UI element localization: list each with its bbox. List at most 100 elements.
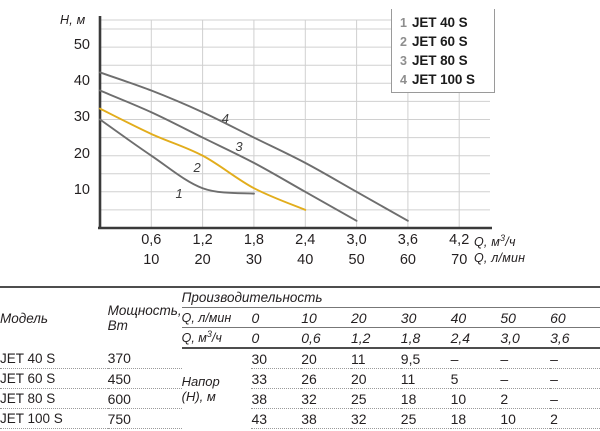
cell-head-value: 32 (301, 388, 351, 409)
legend-item-number: 4 (400, 73, 407, 87)
table-header-row-1: Модель Мощность, Вт Производительность (0, 286, 600, 348)
table-row[interactable]: JET 60 S 450 33 26 20 11 5– – (0, 368, 600, 389)
cell-power: 370 (107, 348, 182, 369)
cell-head-value: 26 (301, 368, 351, 389)
chart-curves (99, 71, 409, 222)
legend-item-number: 3 (400, 54, 407, 68)
specifications-table: Модель Мощность, Вт Производительность Q… (0, 286, 600, 429)
cell-head-value: 2 (550, 408, 600, 429)
cell-head-value: 10 (500, 408, 551, 429)
cell-head-value: – (500, 368, 551, 389)
x-axis-tick-label-secondary: 60 (399, 252, 416, 268)
x-axis-tick-label-primary: 2,4 (295, 232, 316, 248)
chart-plot-svg (98, 16, 492, 230)
table-header-row-3: Q, м3/ч 0 0,6 1,2 1,8 2,4 3,0 3,6 (0, 327, 600, 349)
y-axis-tick-label: 20 (73, 145, 90, 162)
x-axis-tick-label-secondary: 30 (245, 252, 262, 268)
header-performance: Производительность (181, 286, 600, 308)
curve-label-3: 3 (235, 138, 243, 154)
cell-power: 750 (107, 408, 182, 429)
header-q-m3h-value: 1,8 (400, 327, 451, 349)
table-row[interactable]: JET 100 S 750 43 38 32 25 18 10 2 (0, 408, 600, 429)
header-model: Модель (0, 286, 108, 348)
x-axis-tick-label-primary: 4,2 (449, 232, 470, 248)
cell-head-value: – (450, 348, 501, 369)
header-q-lmin-value: 30 (400, 307, 451, 328)
cell-power: 600 (107, 388, 182, 409)
header-power: Мощность, Вт (107, 286, 182, 348)
cell-head-value: 11 (351, 348, 401, 369)
cell-power: 450 (107, 368, 182, 389)
cell-head-value: 25 (351, 388, 401, 409)
x-axis-tick-label-secondary: 70 (451, 252, 468, 268)
cell-head-value: 38 (301, 408, 351, 429)
header-q-lmin-value: 10 (301, 307, 351, 328)
napor-line1: Напор (181, 373, 220, 389)
cell-model: JET 40 S (0, 348, 108, 369)
napor-line2: (H), м (181, 388, 216, 404)
cell-head-value: 18 (450, 408, 501, 429)
cell-head-value: – (550, 368, 600, 389)
header-q-m3h-value: 1,2 (351, 327, 401, 349)
cell-head-value: 2 (500, 388, 551, 409)
header-q-lmin: Q, л/мин (181, 307, 252, 328)
legend-item-number: 2 (400, 35, 407, 49)
legend-item-4[interactable]: 4 JET 100 S (400, 72, 494, 91)
y-axis-tick-label: 50 (73, 37, 90, 54)
x-axis-tick-label-primary: 1,2 (192, 232, 213, 248)
chart-axes (98, 16, 492, 230)
header-power-line1: Мощность, (107, 303, 182, 318)
header-q-lmin-value: 50 (500, 307, 551, 328)
cell-head-value: 5 (450, 368, 501, 389)
legend-item-label: JET 40 S (412, 15, 468, 30)
cell-head-value: 30 (251, 348, 302, 369)
curve-label-4: 4 (221, 111, 229, 127)
cell-head-value: – (550, 348, 600, 369)
header-q-m3h-value: 0,6 (301, 327, 351, 349)
cell-head-value: 10 (450, 388, 501, 409)
x-axis-title-primary: Q, м3/ч (474, 233, 516, 250)
cell-head-value: 18 (400, 388, 451, 409)
cell-model: JET 60 S (0, 368, 108, 389)
cell-model: JET 100 S (0, 408, 108, 429)
header-q-m3h-value: 2,4 (450, 327, 501, 349)
header-power-line2: Вт (107, 318, 128, 333)
table-row[interactable]: JET 40 S 370 Напор (H), м 30 20 11 9,5– – – (0, 348, 600, 404)
cell-head-value: 32 (351, 408, 401, 429)
legend-item-3[interactable]: 3 JET 80 S (400, 53, 494, 72)
header-q-lmin-value: 60 (550, 307, 600, 328)
legend-item-2[interactable]: 2 JET 60 S (400, 34, 494, 53)
cell-model: JET 80 S (0, 388, 108, 409)
cell-head-value: 9,5 (400, 348, 451, 369)
x-axis-tick-label-primary: 0,6 (141, 232, 162, 248)
legend-item-1[interactable]: 1 JET 40 S (400, 15, 494, 34)
x-axis-tick-label-secondary: 10 (143, 252, 160, 268)
cell-head-value: 20 (351, 368, 401, 389)
header-q-lmin-value: 40 (450, 307, 501, 328)
table-header-row-2: Q, л/мин 0 10 20 30 40 50 60 (0, 307, 600, 328)
header-q-m3h: Q, м3/ч (181, 327, 252, 349)
cell-head-value: 33 (251, 368, 302, 389)
specifications-table-region: Модель Мощность, Вт Производительность Q… (0, 286, 600, 431)
cell-napor-label: Напор (H), м (182, 348, 252, 429)
cell-head-value: 38 (251, 388, 302, 409)
chart-legend: 1 JET 40 S 2 JET 60 S 3 JET 80 S 4 JET 100 S (391, 9, 495, 93)
pump-performance-chart: H, м Q, м3/ч Q, л/мин 10 20 30 40 50 0,6 1,2 1… (60, 9, 525, 268)
y-axis-tick-label: 40 (73, 73, 90, 90)
curve-label-1: 1 (175, 185, 183, 201)
x-axis-tick-label-primary: 3,6 (397, 232, 418, 248)
table-row[interactable]: JET 80 S 600 38 32 25 18 10 2– (0, 388, 600, 409)
header-q-m3h-value: 0 (251, 327, 302, 349)
cell-head-value: 25 (400, 408, 451, 429)
cell-head-value: 43 (251, 408, 302, 429)
cell-head-value: – (550, 388, 600, 409)
y-axis-tick-label: 10 (73, 181, 90, 198)
legend-item-number: 1 (400, 16, 407, 30)
x-axis-tick-label-primary: 1,8 (243, 232, 265, 248)
header-q-m3h-value: 3,0 (500, 327, 551, 349)
curve-label-2: 2 (193, 160, 201, 176)
x-axis-tick-label-secondary: 40 (297, 252, 314, 268)
legend-item-label: JET 100 S (412, 72, 475, 87)
cell-head-value: – (500, 348, 551, 369)
y-axis-title: H, м (60, 13, 86, 27)
